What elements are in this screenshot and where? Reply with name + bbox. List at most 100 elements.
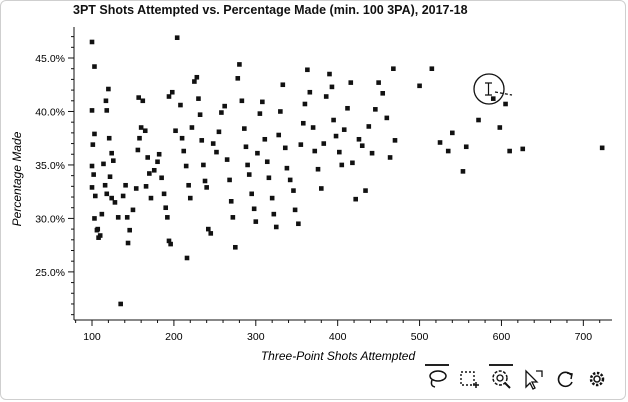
scatter-point bbox=[147, 171, 152, 176]
scatter-point bbox=[460, 169, 466, 174]
scatter-point bbox=[463, 144, 469, 150]
scatter-point bbox=[111, 158, 116, 163]
scatter-point bbox=[230, 215, 236, 220]
scatter-point bbox=[155, 159, 160, 165]
scatter-point bbox=[437, 140, 443, 145]
scatter-point bbox=[92, 64, 97, 69]
scatter-point bbox=[219, 110, 224, 115]
scatter-point bbox=[284, 165, 290, 171]
scatter-point bbox=[89, 108, 95, 113]
scatter-point bbox=[145, 155, 150, 160]
scatter-point bbox=[130, 207, 136, 213]
scatter-point bbox=[133, 186, 139, 191]
scatter-point bbox=[222, 103, 227, 109]
scatter-point bbox=[262, 136, 268, 142]
hover-tool[interactable] bbox=[520, 366, 546, 392]
scatter-point bbox=[227, 177, 232, 183]
scatter-point bbox=[329, 84, 335, 90]
scatter-point bbox=[296, 221, 301, 227]
scatter-point bbox=[331, 117, 336, 123]
x-tick-label: 500 bbox=[411, 331, 429, 343]
reset-tool[interactable] bbox=[552, 366, 578, 392]
scatter-point bbox=[199, 138, 205, 143]
hover-icon bbox=[525, 369, 543, 390]
scatter-point bbox=[107, 174, 113, 180]
scatter-point bbox=[318, 186, 324, 191]
scatter-point bbox=[339, 162, 345, 168]
scatter-point bbox=[273, 224, 279, 230]
scatter-point bbox=[302, 101, 308, 107]
scatter-point bbox=[197, 112, 203, 117]
scatter-point bbox=[235, 76, 241, 81]
scatter-point bbox=[445, 148, 451, 154]
y-tick-label: 40.0% bbox=[35, 106, 65, 118]
scatter-point bbox=[246, 172, 252, 177]
scatter-point bbox=[300, 120, 306, 126]
scatter-point bbox=[94, 227, 100, 233]
scatter-point bbox=[115, 215, 121, 220]
scatter-point bbox=[369, 150, 375, 156]
scatter-point bbox=[356, 136, 362, 142]
scatter-point bbox=[507, 148, 512, 154]
scatter-point bbox=[337, 149, 342, 155]
scatter-point bbox=[264, 159, 270, 165]
scatter-point bbox=[243, 144, 249, 150]
scatter-point bbox=[179, 135, 185, 141]
x-tick-label: 400 bbox=[329, 331, 347, 343]
wheel-zoom-tool[interactable] bbox=[488, 364, 514, 392]
scatter-point bbox=[165, 215, 170, 220]
scatter-point bbox=[189, 125, 195, 130]
scatter-point bbox=[245, 162, 250, 168]
scatter-point bbox=[202, 178, 208, 184]
scatter-point bbox=[109, 195, 114, 201]
scatter-point bbox=[497, 125, 503, 130]
scatter-point bbox=[417, 83, 422, 89]
scatter-point bbox=[599, 145, 605, 151]
lasso-select-tool[interactable] bbox=[424, 364, 450, 392]
scatter-point bbox=[233, 244, 238, 250]
scatter-point bbox=[260, 99, 265, 105]
scatter-point bbox=[89, 39, 95, 45]
plot-toolbar bbox=[424, 364, 610, 394]
scatter-point bbox=[143, 184, 149, 189]
reset-icon bbox=[557, 371, 573, 388]
scatter-point bbox=[148, 195, 154, 201]
scatter-point bbox=[224, 157, 230, 162]
scatter-point bbox=[124, 215, 130, 220]
scatter-point bbox=[92, 131, 97, 137]
scatter-point bbox=[204, 185, 209, 190]
scatter-point bbox=[363, 188, 368, 193]
scatter-point bbox=[140, 98, 146, 104]
scatter-point bbox=[253, 219, 259, 224]
scatter-point bbox=[287, 177, 293, 183]
y-tick-label: 30.0% bbox=[35, 213, 65, 225]
scatter-point bbox=[194, 74, 200, 80]
scatter-points bbox=[89, 35, 605, 307]
scatter-point bbox=[298, 142, 304, 147]
scatter-point bbox=[327, 71, 332, 77]
settings-gear-icon bbox=[589, 371, 605, 387]
scatter-point bbox=[156, 151, 162, 157]
scatter-point bbox=[166, 238, 172, 244]
settings-tool[interactable] bbox=[584, 366, 610, 392]
scatter-point bbox=[99, 211, 105, 217]
scatter-point bbox=[205, 226, 211, 232]
scatter-point bbox=[106, 86, 111, 92]
scatter-point bbox=[341, 127, 347, 132]
scatter-point bbox=[151, 167, 157, 173]
scatter-point bbox=[103, 98, 109, 104]
scatter-point bbox=[96, 235, 101, 240]
scatter-point bbox=[102, 182, 108, 188]
scatter-point bbox=[321, 141, 327, 146]
wheel-zoom-icon bbox=[492, 370, 511, 389]
scatter-point bbox=[366, 124, 372, 129]
scatter-point bbox=[278, 109, 283, 114]
box-select-tool[interactable] bbox=[456, 366, 482, 392]
scatter-point bbox=[276, 132, 282, 138]
scatter-point bbox=[315, 166, 321, 172]
scatter-point bbox=[136, 95, 141, 100]
lasso-select-icon bbox=[429, 370, 447, 388]
scatter-point bbox=[161, 191, 167, 197]
scatter-point bbox=[192, 79, 197, 84]
